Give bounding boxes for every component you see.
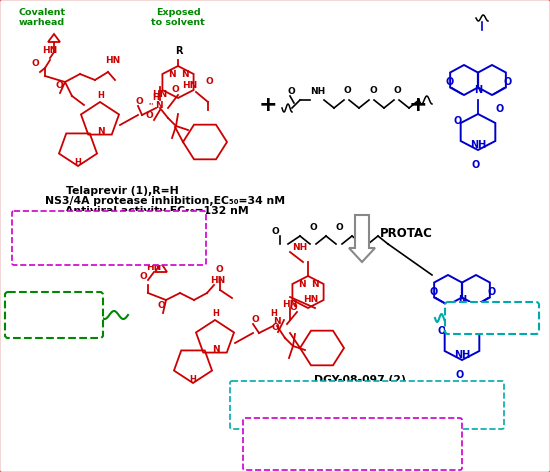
Text: Wildtype,EC₅₀=558 nM: Wildtype,EC₅₀=558 nM <box>252 425 376 435</box>
Text: O: O <box>454 116 462 126</box>
Text: NH: NH <box>310 87 325 96</box>
Text: O: O <box>310 223 318 232</box>
Text: HN: HN <box>42 46 57 55</box>
Text: O: O <box>290 303 298 312</box>
FancyBboxPatch shape <box>12 211 206 265</box>
Text: HN: HN <box>152 90 167 99</box>
Text: +: + <box>258 95 277 115</box>
Text: O: O <box>430 287 438 297</box>
Text: HN: HN <box>146 263 161 272</box>
Text: NH: NH <box>470 140 486 150</box>
Text: H: H <box>270 309 277 318</box>
Text: Exposed
to solvent: Exposed to solvent <box>151 8 205 27</box>
Text: H: H <box>97 91 104 100</box>
FancyBboxPatch shape <box>5 292 103 338</box>
Text: O: O <box>55 81 63 90</box>
FancyBboxPatch shape <box>230 381 504 429</box>
Text: NH: NH <box>292 243 307 252</box>
FancyArrow shape <box>349 215 375 262</box>
Text: NS3/4A
protease: NS3/4A protease <box>28 304 80 326</box>
Text: H: H <box>189 375 196 384</box>
Text: N: N <box>97 127 104 136</box>
Text: O: O <box>456 370 464 380</box>
Text: O: O <box>136 97 144 106</box>
Text: O: O <box>158 301 166 310</box>
Text: NS3-V55A,EC₅₀=288 nM: NS3-V55A,EC₅₀=288 nM <box>20 229 148 239</box>
Text: O: O <box>480 314 488 324</box>
Text: PROTAC: PROTAC <box>380 227 433 240</box>
Text: O: O <box>336 223 344 232</box>
Text: ''': ''' <box>148 102 153 108</box>
Text: O: O <box>140 272 148 281</box>
Text: Antiviral activity,EC₅₀=748 nM: Antiviral activity,EC₅₀=748 nM <box>260 410 444 420</box>
Text: Antiviral activity,EC₅₀=132 nM: Antiviral activity,EC₅₀=132 nM <box>65 206 249 216</box>
Text: NS3-V55A,EC₅₀=508 nM: NS3-V55A,EC₅₀=508 nM <box>252 436 381 446</box>
Text: O: O <box>369 86 377 95</box>
Text: NS3-A156S,EC₅₀=1561 nM: NS3-A156S,EC₅₀=1561 nM <box>252 447 394 457</box>
Text: O: O <box>472 160 480 170</box>
Text: O: O <box>362 223 370 232</box>
Text: NS3-A156S,EC₅₀=949 nM: NS3-A156S,EC₅₀=949 nM <box>20 240 155 250</box>
Text: O: O <box>496 104 504 114</box>
Text: O: O <box>344 86 352 95</box>
Text: O: O <box>272 227 280 236</box>
Text: O: O <box>446 77 454 87</box>
Text: O: O <box>272 323 280 332</box>
FancyBboxPatch shape <box>243 418 462 470</box>
Text: HN: HN <box>210 276 225 285</box>
Text: H: H <box>74 158 81 167</box>
Text: R: R <box>175 46 183 56</box>
Text: O: O <box>205 77 213 86</box>
Text: N: N <box>155 101 163 110</box>
Text: N: N <box>474 85 482 95</box>
Text: CRBN engagement,EC₅₀=703 nM: CRBN engagement,EC₅₀=703 nM <box>238 398 415 408</box>
Text: N: N <box>181 70 189 79</box>
Text: N: N <box>458 295 466 305</box>
Text: Covalent
warhead: Covalent warhead <box>19 8 65 27</box>
Text: DGY-08-097 (2): DGY-08-097 (2) <box>314 375 406 385</box>
Text: Telaprevir (1),R=H: Telaprevir (1),R=H <box>65 186 178 196</box>
Text: O: O <box>251 315 258 324</box>
Text: HN: HN <box>303 295 318 304</box>
Text: O: O <box>32 59 40 68</box>
Text: N: N <box>273 317 280 326</box>
Text: H: H <box>152 93 159 102</box>
Text: HN: HN <box>282 300 297 309</box>
Text: H: H <box>212 309 219 318</box>
Text: NS3/4A protease inhibition,EC₅₀=34 nM: NS3/4A protease inhibition,EC₅₀=34 nM <box>45 196 285 206</box>
Text: O: O <box>438 326 446 336</box>
Text: O: O <box>288 87 296 96</box>
Text: N: N <box>298 280 306 289</box>
Text: N: N <box>212 345 219 354</box>
Text: NH: NH <box>454 350 470 360</box>
Text: HN: HN <box>105 56 120 65</box>
Text: HN: HN <box>182 81 197 90</box>
Text: O: O <box>146 111 154 120</box>
Text: Wildtype,EC₅₀=98 nM: Wildtype,EC₅₀=98 nM <box>20 218 138 228</box>
Text: O: O <box>504 77 512 87</box>
Text: +: + <box>409 95 427 115</box>
Text: O: O <box>215 265 223 274</box>
Text: N: N <box>311 280 318 289</box>
Text: O: O <box>172 85 180 94</box>
FancyBboxPatch shape <box>445 302 539 334</box>
Text: N: N <box>168 70 175 79</box>
Text: O: O <box>394 86 402 95</box>
Text: O: O <box>488 287 496 297</box>
Text: CRBN(E3): CRBN(E3) <box>464 313 520 323</box>
Text: NS3/4A protease inhibition,EC₅₀=247 nM: NS3/4A protease inhibition,EC₅₀=247 nM <box>238 387 461 397</box>
